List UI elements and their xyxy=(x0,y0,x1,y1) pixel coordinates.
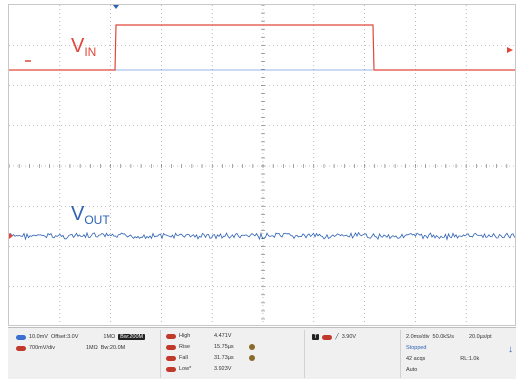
measurement-label: Fall xyxy=(179,355,188,361)
acquisition-state[interactable]: Stopped xyxy=(406,345,427,351)
channel-2-coupling: 1MΩ xyxy=(86,345,98,351)
channel-1-setting[interactable]: 10.0mV Offset:3.0V 1MΩ Bw:200M xyxy=(16,334,146,340)
waveform-canvas xyxy=(9,5,515,325)
measurement-value: 15.75µs xyxy=(214,344,234,350)
measurement-value: 3.923V xyxy=(214,366,232,372)
measurement-warning-icon xyxy=(248,344,255,350)
trigger-setting[interactable]: T ╱ 3.90V xyxy=(312,334,356,340)
acquisition-count: 42 acqs xyxy=(406,356,426,362)
panel-divider xyxy=(304,330,305,378)
arrow-down-icon[interactable]: ↓ xyxy=(508,344,513,355)
panel-divider xyxy=(400,330,401,378)
vout-label-sub: OUT xyxy=(84,213,110,227)
measurement-fall[interactable]: Fall 31.73µs xyxy=(166,355,255,361)
measurement-value: 31.73µs xyxy=(214,355,234,361)
vout-trace xyxy=(9,231,515,241)
acquisition-status: Stopped xyxy=(406,345,427,351)
vin-trace xyxy=(9,24,515,71)
measurement-source-badge xyxy=(166,366,176,372)
panel-divider xyxy=(160,330,161,378)
time-per-point: 20.0µs/pt xyxy=(468,334,492,340)
ch1-ground-marker[interactable] xyxy=(9,233,13,239)
channel-2-scale: 700mV/div xyxy=(29,345,55,351)
acquisition-count-row: 42 acqs RL:1.0k xyxy=(406,356,479,362)
trigger-level: 3.90V xyxy=(341,334,357,340)
measurement-value: 4.471V xyxy=(214,333,232,339)
vout-label: VOUT xyxy=(71,204,110,230)
channel-1-offset: Offset:3.0V xyxy=(50,334,79,340)
channel-2-badge xyxy=(16,345,26,351)
timebase-div: 2.0ms/div xyxy=(406,334,430,340)
record-length: RL:1.0k xyxy=(460,356,480,362)
timebase-setting[interactable]: 2.0ms/div 50.0kS/s 20.0µs/pt xyxy=(406,334,492,340)
trigger-mode-row[interactable]: Auto xyxy=(406,367,417,373)
status-panel: 10.0mV Offset:3.0V 1MΩ Bw:200M 700mV/div… xyxy=(8,327,516,379)
sample-rate: 50.0kS/s xyxy=(432,334,454,340)
measurement-warning-icon xyxy=(248,355,255,361)
channel-1-scale: 10.0mV xyxy=(29,334,48,340)
channel-1-coupling: 1MΩ xyxy=(103,334,116,340)
vin-label: VIN xyxy=(71,36,96,62)
trigger-marker-top[interactable] xyxy=(113,5,119,9)
channel-1-bandwidth: Bw:200M xyxy=(118,334,146,340)
trigger-source-badge: T xyxy=(312,334,320,340)
measurement-high[interactable]: High 4.471V xyxy=(166,333,231,339)
vout-label-main: V xyxy=(71,203,85,225)
measurement-source-badge xyxy=(166,344,176,350)
measurement-label: High xyxy=(179,333,191,339)
channel-1-badge xyxy=(16,334,26,340)
channel-2-bandwidth: Bw:20.0M xyxy=(100,345,126,351)
waveform-display: VIN VOUT xyxy=(8,4,516,326)
measurement-rise[interactable]: Rise 15.75µs xyxy=(166,344,255,350)
vin-label-sub: IN xyxy=(84,45,97,59)
graticule-grid xyxy=(9,5,515,325)
measurement-source-badge xyxy=(166,355,176,361)
measurement-label: Low* xyxy=(179,366,192,372)
trigger-edge-icon: ╱ xyxy=(335,334,339,340)
ch2-level-marker-right[interactable] xyxy=(507,47,513,53)
trigger-mode: Auto xyxy=(406,367,418,373)
measurement-label: Rise xyxy=(179,344,191,350)
channel-2-setting[interactable]: 700mV/div 1MΩ Bw:20.0M xyxy=(16,345,125,351)
measurement-source-badge xyxy=(166,333,176,339)
vin-label-main: V xyxy=(71,35,85,57)
trigger-channel-badge xyxy=(322,334,333,340)
measurement-low[interactable]: Low* 3.923V xyxy=(166,366,231,372)
